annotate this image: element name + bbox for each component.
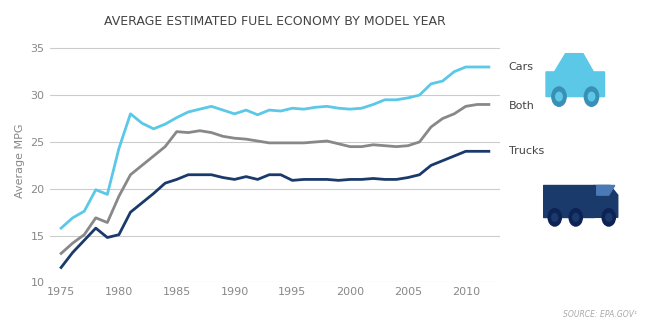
Text: Cars: Cars — [509, 62, 534, 72]
Polygon shape — [543, 185, 593, 217]
Ellipse shape — [569, 209, 582, 226]
Polygon shape — [597, 185, 615, 195]
Y-axis label: Average MPG: Average MPG — [15, 123, 25, 198]
Ellipse shape — [548, 209, 562, 226]
Polygon shape — [593, 185, 618, 217]
Text: Trucks: Trucks — [509, 146, 544, 156]
Title: AVERAGE ESTIMATED FUEL ECONOMY BY MODEL YEAR: AVERAGE ESTIMATED FUEL ECONOMY BY MODEL … — [104, 15, 446, 28]
Ellipse shape — [552, 213, 558, 221]
Ellipse shape — [588, 92, 595, 101]
Polygon shape — [546, 54, 604, 97]
Ellipse shape — [606, 213, 612, 221]
Ellipse shape — [584, 87, 599, 106]
Text: Both: Both — [509, 101, 534, 111]
Ellipse shape — [573, 213, 578, 221]
Text: SOURCE: EPA.GOV¹: SOURCE: EPA.GOV¹ — [563, 310, 637, 319]
Ellipse shape — [552, 87, 566, 106]
Ellipse shape — [602, 209, 616, 226]
Ellipse shape — [556, 92, 562, 101]
